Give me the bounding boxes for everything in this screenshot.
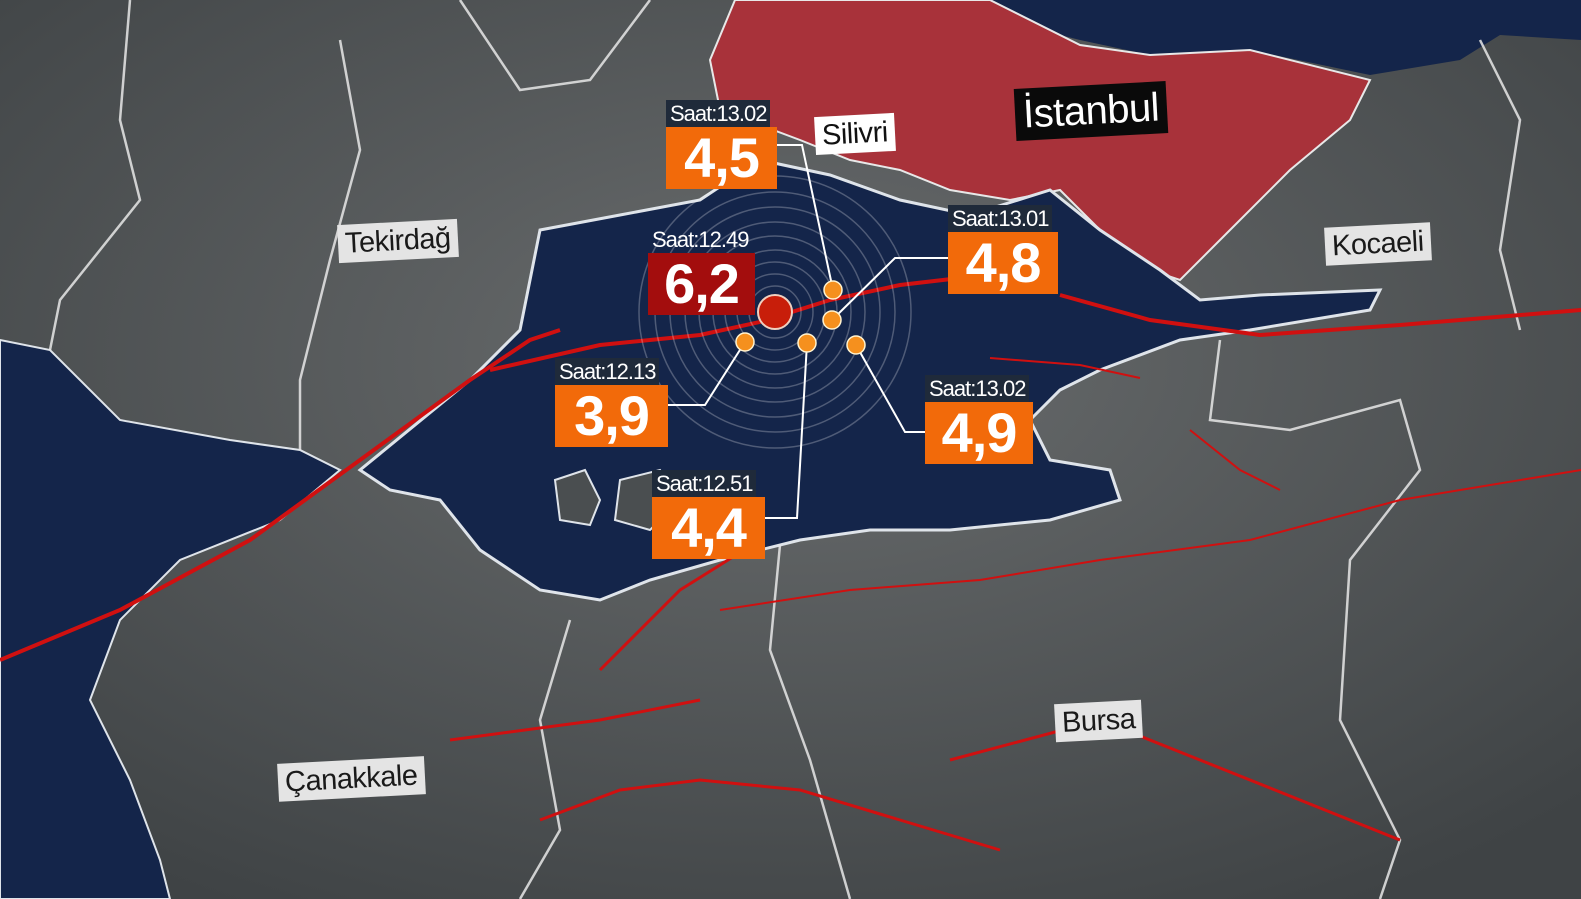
aegean-sea	[0, 338, 342, 899]
quake-magnitude: 4,9	[925, 402, 1033, 464]
place-label-kocaeli: Kocaeli	[1324, 222, 1432, 266]
black-sea	[990, 0, 1581, 75]
aftershock-marker	[797, 333, 817, 353]
province-borders	[48, 0, 1522, 899]
place-label-canakkale: Çanakkale	[277, 756, 426, 802]
quake-label: Saat:13.01 4,8	[948, 205, 1058, 294]
quake-time: Saat:12.49	[652, 227, 749, 252]
leader-lines	[668, 144, 948, 519]
aftershock-marker	[823, 280, 843, 300]
island	[553, 468, 602, 527]
aftershock-marker	[822, 310, 842, 330]
place-label-silivri: Silivri	[814, 112, 896, 156]
place-label-tekirdag: Tekirdağ	[337, 218, 459, 264]
main-shock-marker	[757, 294, 793, 330]
quake-magnitude: 3,9	[555, 385, 668, 447]
quake-time: Saat:13.02	[925, 375, 1030, 402]
quake-magnitude: 4,8	[948, 232, 1058, 294]
quake-label: Saat:12.13 3,9	[555, 358, 668, 447]
main-quake-label: Saat:12.49 6,2	[648, 226, 755, 315]
quake-label: Saat:13.02 4,9	[925, 375, 1033, 464]
place-label-bursa: Bursa	[1054, 699, 1144, 743]
aftershock-marker	[735, 332, 755, 352]
quake-time: Saat:13.02	[666, 100, 771, 127]
quake-magnitude: 6,2	[648, 253, 755, 315]
quake-label: Saat:13.02 4,5	[666, 100, 777, 189]
quake-magnitude: 4,5	[666, 127, 777, 189]
quake-magnitude: 4,4	[652, 497, 765, 559]
fault-lines	[0, 276, 1581, 852]
quake-time: Saat:12.51	[652, 470, 757, 497]
quake-time: Saat:12.13	[555, 358, 660, 385]
aftershock-marker	[846, 335, 866, 355]
quake-time: Saat:13.01	[948, 205, 1053, 232]
place-label-istanbul: İstanbul	[1013, 81, 1169, 141]
quake-label: Saat:12.51 4,4	[652, 470, 765, 559]
